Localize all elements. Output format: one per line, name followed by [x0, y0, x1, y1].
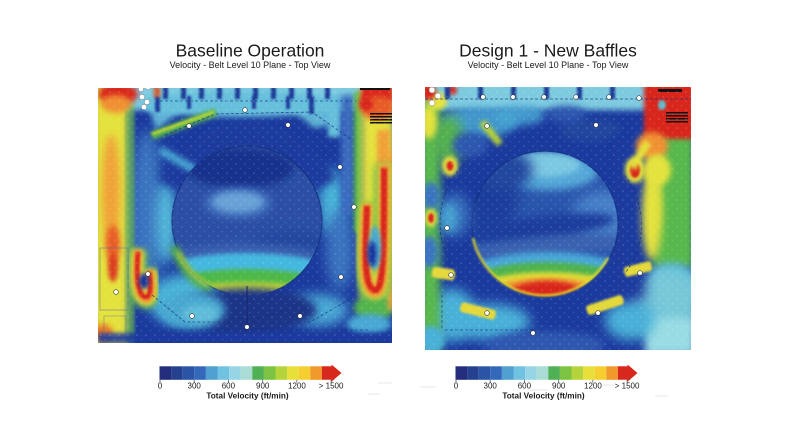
svg-text:> 1500: > 1500 [319, 382, 344, 391]
svg-text:900: 900 [256, 382, 270, 391]
svg-text:Velocity - Belt Level 10 Plane: Velocity - Belt Level 10 Plane - Top Vie… [170, 60, 331, 70]
svg-text:Baseline Operation: Baseline Operation [176, 41, 325, 61]
svg-text:300: 300 [188, 382, 202, 391]
svg-text:Total Velocity (ft/min): Total Velocity (ft/min) [206, 391, 288, 400]
svg-text:Design 1 - New Baffles: Design 1 - New Baffles [459, 41, 637, 61]
svg-text:0: 0 [158, 382, 163, 391]
svg-text:600: 600 [222, 382, 236, 391]
svg-text:1200: 1200 [288, 382, 306, 391]
svg-text:Velocity - Belt Level 10 Plane: Velocity - Belt Level 10 Plane - Top Vie… [468, 60, 629, 70]
